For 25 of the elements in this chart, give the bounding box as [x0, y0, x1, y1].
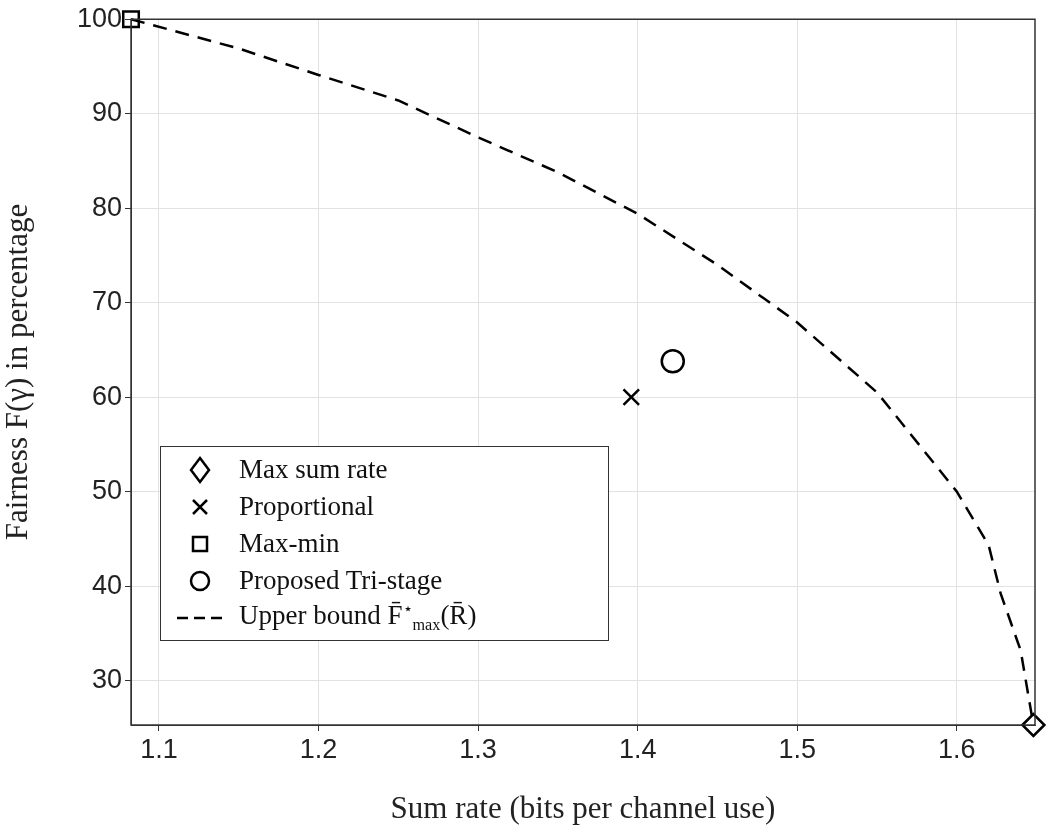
x-tick-label: 1.3 — [459, 733, 497, 764]
y-tick-label: 50 — [91, 475, 122, 506]
legend-label: Proportional — [239, 491, 374, 522]
x-tick-label: 1.5 — [778, 733, 816, 764]
legend-label: Max sum rate — [239, 454, 388, 485]
legend-label: Upper bound F̄$^{⋆}$$_{max}$(R̄) — [239, 599, 477, 636]
x-tick-label: 1.6 — [938, 733, 976, 764]
y-tick-label: 90 — [91, 97, 122, 128]
y-tick-label: 80 — [91, 191, 122, 222]
x-tick-label: 1.2 — [299, 733, 338, 764]
point — [622, 388, 641, 407]
y-tick-label: 70 — [91, 286, 122, 317]
y-axis-title: Fairness F(γ) in percentage — [0, 203, 34, 541]
y-tick-label: 40 — [91, 569, 122, 600]
x-tick-label: 1.1 — [140, 733, 178, 764]
x-tick-label: 1.4 — [618, 733, 657, 764]
point — [121, 10, 141, 29]
point — [1021, 712, 1046, 738]
x-axis-title: Sum rate (bits per channel use) — [390, 789, 776, 825]
y-tick-label: 30 — [91, 664, 122, 695]
point — [660, 348, 686, 374]
legend-label: Max-min — [239, 528, 340, 559]
y-tick-label: 60 — [91, 380, 122, 411]
y-tick-label: 100 — [76, 2, 122, 33]
legend-label: Proposed Tri-stage — [239, 565, 443, 596]
